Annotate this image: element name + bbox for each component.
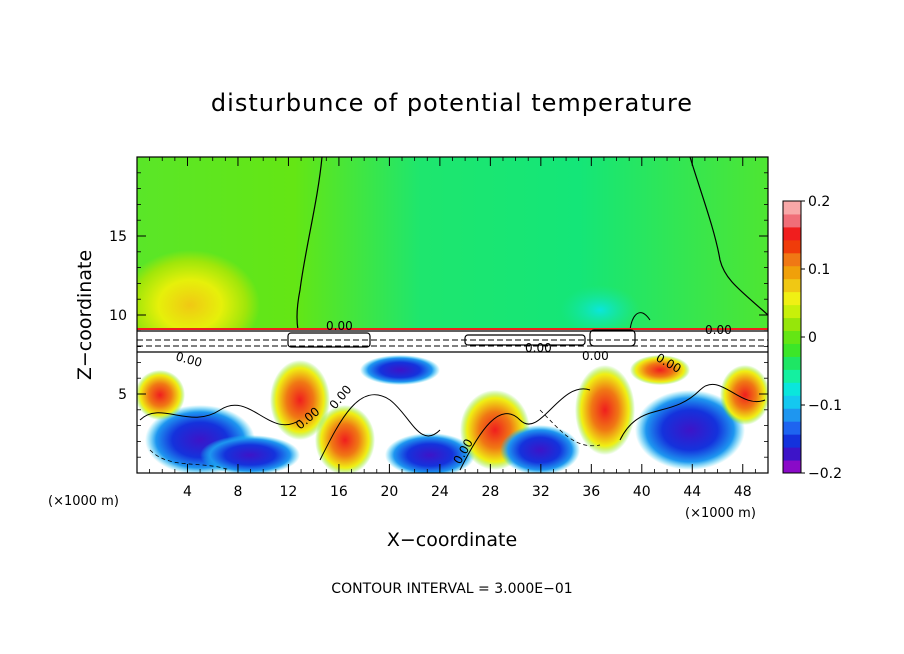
- x-unit-right: (×1000 m): [685, 506, 756, 521]
- y-axis: 5 10 15: [109, 172, 768, 458]
- x-tick-label: 24: [431, 484, 449, 500]
- colorbar-swatch: [783, 330, 801, 344]
- lower-anomaly: [200, 435, 300, 473]
- contour-label: 0.00: [705, 323, 732, 337]
- x-axis: 4 8 12 16 20 24 28 32 36 40 44 48: [149, 157, 756, 500]
- colorbar-swatch: [783, 447, 801, 461]
- tropopause-cell: [464, 334, 586, 346]
- colorbar-tick-label: 0.1: [808, 262, 830, 278]
- chart-title: disturbunce of potential temperature: [211, 89, 693, 117]
- cool-anomaly: [560, 285, 640, 335]
- colorbar-swatch: [783, 278, 801, 293]
- colorbar-swatch: [783, 421, 801, 435]
- colorbar-swatch: [783, 317, 801, 332]
- colorbar-tick-label: 0.2: [808, 194, 830, 210]
- upper-contour: [629, 312, 651, 331]
- contour-interval-note: CONTOUR INTERVAL = 3.000E−01: [331, 581, 572, 597]
- x-tick-label: 36: [582, 484, 600, 500]
- lower-anomaly: [315, 405, 375, 473]
- colorbar-tick-label: −0.2: [808, 466, 842, 482]
- lower-anomaly: [385, 433, 475, 473]
- colorbar-ticks: 0.2 0.1 0 −0.1 −0.2: [801, 194, 842, 482]
- colorbar-swatch: [783, 226, 801, 241]
- lower-contour: [319, 394, 441, 461]
- y-axis-label: Z−coordinate: [74, 250, 96, 380]
- lower-contour: [139, 404, 301, 426]
- lower-contour: [459, 388, 591, 471]
- colorbar-swatch: [783, 201, 801, 215]
- lower-anomaly: [137, 370, 185, 420]
- x-tick-label: 16: [330, 484, 348, 500]
- colorbar-swatch: [783, 291, 801, 306]
- contour-label: 0.00: [174, 349, 203, 369]
- x-tick-label: 44: [683, 484, 701, 500]
- colorbar-swatch: [783, 304, 801, 319]
- y-tick-label: 5: [118, 387, 127, 403]
- tropopause-cell: [589, 329, 636, 347]
- x-tick-label: 4: [183, 484, 192, 500]
- lower-anomaly: [720, 365, 768, 425]
- x-tick-label: 40: [633, 484, 651, 500]
- y-tick-label: 15: [109, 229, 127, 245]
- upper-contour: [296, 157, 323, 331]
- lower-contour: [619, 383, 766, 441]
- contour-label: 0.00: [582, 349, 609, 363]
- colorbar-swatch: [783, 408, 801, 422]
- lower-contour: [149, 449, 231, 471]
- x-tick-label: 48: [734, 484, 752, 500]
- contour-label: 0.00: [326, 319, 353, 333]
- tropopause-cell: [287, 332, 371, 348]
- colorbar-swatch: [783, 265, 801, 280]
- tropopause-band: [137, 330, 768, 352]
- colorbar-swatch: [783, 382, 801, 396]
- x-unit-left: (×1000 m): [48, 494, 119, 509]
- colorbar-swatch: [783, 252, 801, 267]
- colorbar-swatch: [783, 356, 801, 370]
- colorbar-swatch: [783, 213, 801, 228]
- colorbar: [782, 200, 802, 474]
- x-tick-label: 8: [233, 484, 242, 500]
- colorbar-swatch: [783, 434, 801, 448]
- plot-area: 0.00 0.00 0.00 0.00 0.00 0.00 0.00 0.00 …: [137, 157, 768, 473]
- upper-contour: [689, 157, 768, 316]
- colorbar-tick-label: 0: [808, 330, 817, 346]
- y-tick-label: 10: [109, 308, 127, 324]
- x-tick-label: 32: [532, 484, 550, 500]
- lower-anomaly: [270, 360, 330, 440]
- colorbar-swatch: [783, 395, 801, 409]
- colorbar-swatch: [783, 369, 801, 383]
- lower-anomaly: [360, 355, 440, 385]
- lower-anomaly: [500, 425, 580, 473]
- colorbar-tick-label: −0.1: [808, 398, 842, 414]
- contour-label: 0.00: [525, 341, 552, 355]
- colorbar-swatch: [783, 460, 801, 474]
- x-tick-label: 28: [481, 484, 499, 500]
- x-axis-label: X−coordinate: [387, 529, 517, 551]
- lower-contour: [539, 409, 601, 447]
- lower-anomaly: [575, 365, 635, 455]
- colorbar-swatch: [783, 239, 801, 254]
- lower-anomaly: [630, 355, 690, 385]
- x-tick-label: 12: [280, 484, 298, 500]
- colorbar-swatch: [783, 343, 801, 357]
- x-tick-label: 20: [380, 484, 398, 500]
